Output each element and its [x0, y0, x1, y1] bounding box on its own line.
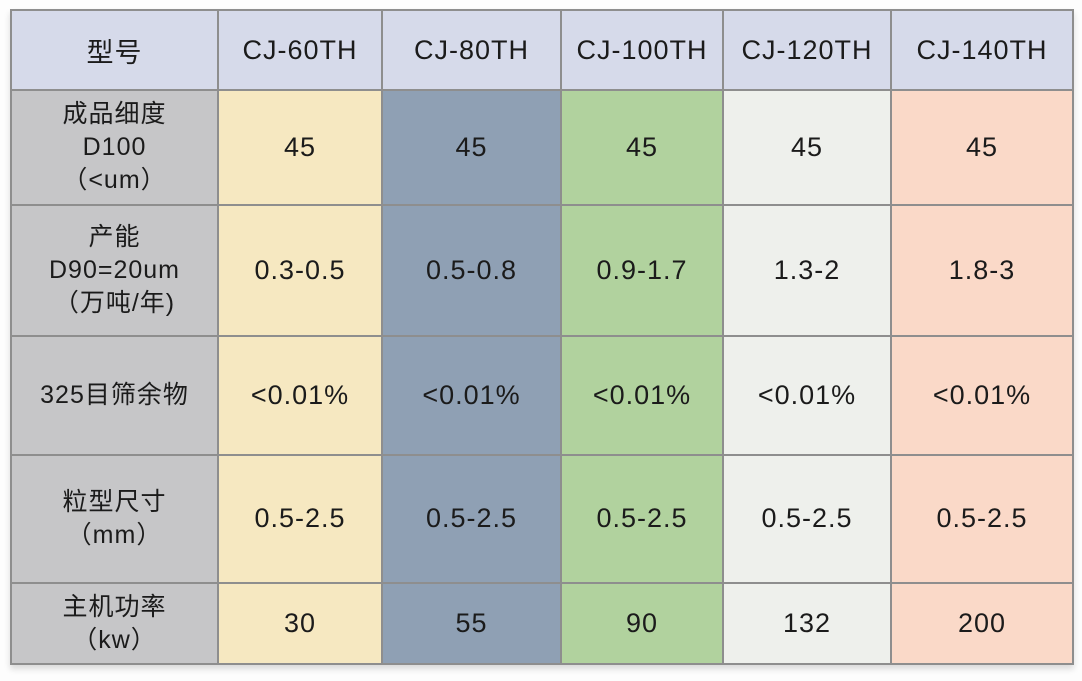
table-row-particle-size: 粒型尺寸 （mm） 0.5-2.5 0.5-2.5 0.5-2.5 0.5-2.…	[10, 453, 1074, 585]
spec-table: 型号 CJ-60TH CJ-80TH CJ-100TH CJ-120TH CJ-…	[10, 9, 1074, 665]
value-cell: 0.5-2.5	[890, 453, 1074, 585]
value-cell: 200	[890, 582, 1074, 665]
row-label-motor-power: 主机功率 （kw）	[10, 582, 219, 665]
header-cell-cj-100th: CJ-100TH	[560, 9, 724, 91]
row-label-line: 主机功率	[62, 592, 167, 621]
value-cell: 0.3-0.5	[217, 203, 383, 337]
table-row-capacity: 产能 D90=20um （万吨/年) 0.3-0.5 0.5-0.8 0.9-1…	[10, 203, 1074, 337]
value-cell: <0.01%	[890, 334, 1074, 456]
header-cell-model: 型号	[10, 9, 219, 91]
value-cell: 1.8-3	[890, 203, 1074, 337]
header-cell-cj-60th: CJ-60TH	[217, 9, 383, 91]
value-cell: <0.01%	[217, 334, 383, 456]
value-cell: 55	[381, 582, 562, 665]
table-row-fineness: 成品细度 D100 （<um） 45 45 45 45 45	[10, 89, 1074, 206]
table-row-motor-power: 主机功率 （kw） 30 55 90 132 200	[10, 582, 1074, 665]
row-label-fineness: 成品细度 D100 （<um）	[10, 89, 219, 206]
row-label-line: D100	[82, 132, 147, 161]
row-label-line: （kw）	[72, 625, 157, 654]
value-cell: 0.5-0.8	[381, 203, 562, 337]
row-label-line: 产能	[88, 222, 141, 251]
row-label-capacity: 产能 D90=20um （万吨/年)	[10, 203, 219, 337]
value-cell: 45	[381, 89, 562, 206]
value-cell: <0.01%	[381, 334, 562, 456]
row-label-line: 粒型尺寸	[62, 487, 167, 516]
header-cell-cj-120th: CJ-120TH	[722, 9, 892, 91]
row-label-sieve-residue: 325目筛余物	[10, 334, 219, 456]
row-label-particle-size: 粒型尺寸 （mm）	[10, 453, 219, 585]
value-cell: 45	[560, 89, 724, 206]
header-row: 型号 CJ-60TH CJ-80TH CJ-100TH CJ-120TH CJ-…	[10, 9, 1074, 91]
value-cell: 0.5-2.5	[217, 453, 383, 585]
row-label-line: D90=20um	[49, 255, 180, 284]
row-label-line: （mm）	[66, 520, 163, 549]
row-label-line: （万吨/年)	[53, 288, 176, 317]
row-label-line: 325目筛余物	[40, 380, 189, 409]
value-cell: 0.5-2.5	[560, 453, 724, 585]
value-cell: 0.5-2.5	[381, 453, 562, 585]
header-cell-cj-80th: CJ-80TH	[381, 9, 562, 91]
value-cell: 0.5-2.5	[722, 453, 892, 585]
row-label-line: （<um）	[62, 165, 167, 194]
value-cell: 90	[560, 582, 724, 665]
value-cell: <0.01%	[722, 334, 892, 456]
value-cell: <0.01%	[560, 334, 724, 456]
value-cell: 30	[217, 582, 383, 665]
value-cell: 45	[890, 89, 1074, 206]
value-cell: 1.3-2	[722, 203, 892, 337]
table-row-sieve-residue: 325目筛余物 <0.01% <0.01% <0.01% <0.01% <0.0…	[10, 334, 1074, 456]
row-label-line: 成品细度	[62, 99, 167, 128]
value-cell: 0.9-1.7	[560, 203, 724, 337]
value-cell: 45	[217, 89, 383, 206]
header-cell-cj-140th: CJ-140TH	[890, 9, 1074, 91]
value-cell: 132	[722, 582, 892, 665]
value-cell: 45	[722, 89, 892, 206]
